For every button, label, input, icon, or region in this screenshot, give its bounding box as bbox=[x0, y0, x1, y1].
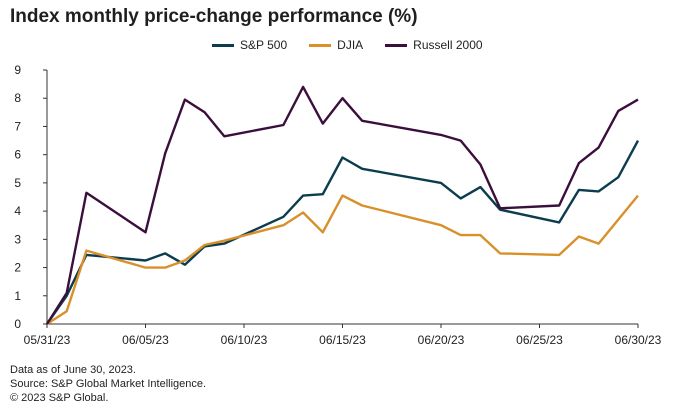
chart-footer: Data as of June 30, 2023. Source: S&P Gl… bbox=[10, 363, 206, 405]
y-tick-label: 7 bbox=[14, 119, 21, 133]
x-tick-label: 06/30/23 bbox=[615, 333, 662, 347]
y-tick-label: 9 bbox=[14, 63, 21, 77]
legend-label-russell2000: Russell 2000 bbox=[413, 38, 483, 52]
x-tick-label: 06/15/23 bbox=[319, 333, 366, 347]
legend-item-russell2000: Russell 2000 bbox=[385, 38, 483, 52]
footer-source: Source: S&P Global Market Intelligence. bbox=[10, 378, 207, 390]
legend-swatch-russell2000 bbox=[385, 43, 408, 47]
x-tick-label: 06/25/23 bbox=[516, 333, 563, 347]
x-tick-label: 06/20/23 bbox=[418, 333, 465, 347]
legend-label-djia: DJIA bbox=[337, 38, 364, 52]
series-line-djia bbox=[46, 194, 639, 326]
chart-title: Index monthly price-change performance (… bbox=[10, 6, 418, 27]
y-tick-label: 8 bbox=[14, 91, 21, 105]
footer-copyright: © 2023 S&P Global. bbox=[10, 392, 109, 404]
legend-swatch-djia bbox=[309, 43, 332, 47]
y-tick-label: 0 bbox=[14, 317, 21, 331]
legend-item-djia: DJIA bbox=[309, 38, 363, 52]
legend-label-sp500: S&P 500 bbox=[240, 38, 288, 52]
chart-series-lines bbox=[45, 85, 640, 326]
y-tick-label: 3 bbox=[14, 232, 21, 246]
x-tick-label: 06/05/23 bbox=[122, 333, 169, 347]
x-tick-label: 06/10/23 bbox=[221, 333, 268, 347]
series-line-s-p-500 bbox=[46, 140, 640, 325]
chart-axes: 0 1 2 3 4 5 6 7 8 9 05/31/23 06/05/23 06/10/23 06/15/… bbox=[14, 63, 661, 347]
chart-legend: S&P 500 DJIA Russell 2000 bbox=[212, 38, 483, 52]
footer-data-note: Data as of June 30, 2023. bbox=[10, 364, 136, 376]
y-tick-label: 1 bbox=[14, 289, 21, 303]
series-line-russell-2000 bbox=[45, 85, 639, 325]
x-tick-label: 05/31/23 bbox=[24, 333, 71, 347]
legend-swatch-sp500 bbox=[212, 43, 234, 47]
y-tick-label: 4 bbox=[14, 204, 21, 218]
y-tick-label: 2 bbox=[14, 261, 21, 275]
y-tick-label: 5 bbox=[14, 176, 21, 190]
legend-item-sp500: S&P 500 bbox=[212, 38, 287, 52]
y-tick-label: 6 bbox=[14, 148, 21, 162]
